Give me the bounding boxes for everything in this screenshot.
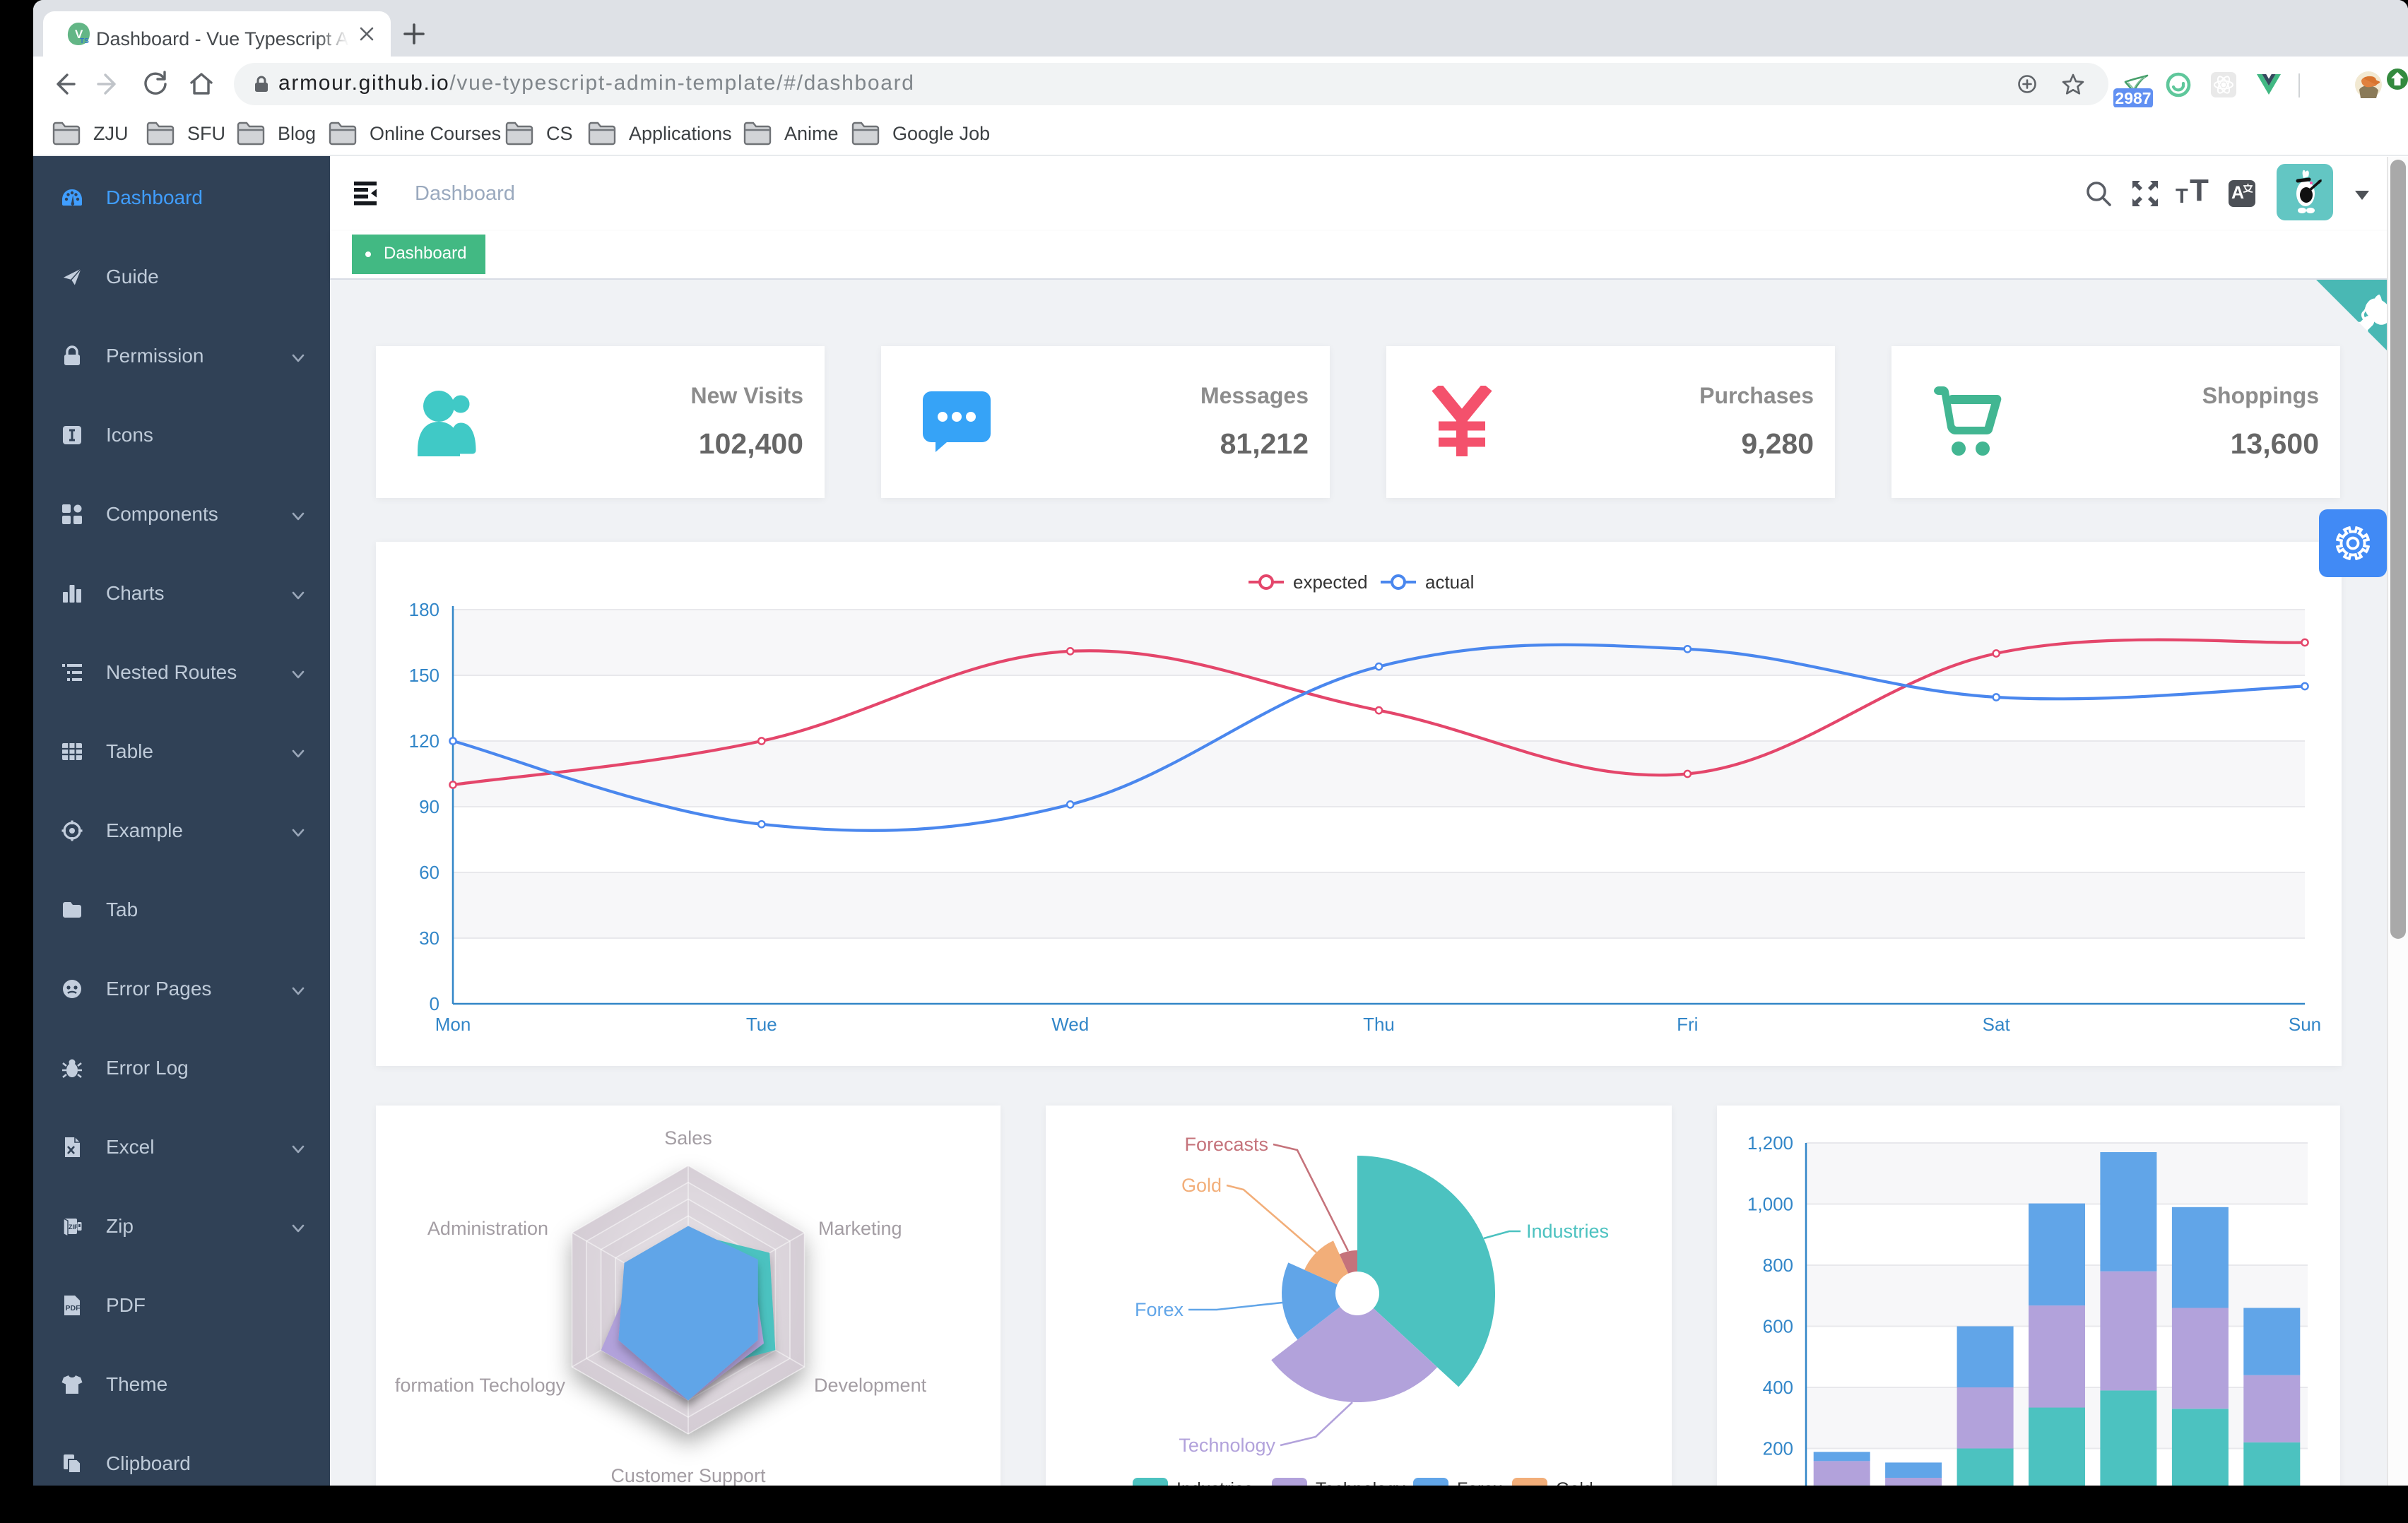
svg-text:60: 60 [419, 862, 439, 883]
svg-text:120: 120 [409, 730, 439, 752]
svg-text:Forex: Forex [1135, 1299, 1184, 1320]
svg-text:Wed: Wed [1051, 1014, 1089, 1035]
svg-text:200: 200 [1763, 1438, 1793, 1459]
svg-text:Sat: Sat [1983, 1014, 2011, 1035]
svg-text:Technology: Technology [1179, 1435, 1275, 1456]
svg-text:Fri: Fri [1677, 1014, 1698, 1035]
svg-text:formation Techology: formation Techology [395, 1375, 566, 1396]
svg-text:Industries: Industries [1526, 1221, 1609, 1242]
svg-text:Tue: Tue [746, 1014, 777, 1035]
svg-text:PDF: PDF [66, 1304, 81, 1312]
svg-text:400: 400 [1763, 1377, 1793, 1398]
svg-text:Gold: Gold [1181, 1175, 1222, 1196]
svg-text:Sun: Sun [2289, 1014, 2321, 1035]
svg-text:TS: TS [80, 37, 89, 45]
svg-text:V: V [75, 28, 83, 41]
svg-text:Thu: Thu [1363, 1014, 1395, 1035]
svg-text:1,200: 1,200 [1747, 1132, 1793, 1154]
svg-text:Forecasts: Forecasts [1184, 1134, 1268, 1155]
svg-text:Mon: Mon [435, 1014, 471, 1035]
svg-text:actual: actual [1425, 571, 1474, 593]
svg-text:0: 0 [430, 993, 439, 1014]
svg-text:Sales: Sales [664, 1127, 712, 1149]
svg-text:expected: expected [1293, 571, 1368, 593]
svg-text:180: 180 [409, 599, 439, 620]
svg-text:Technology: Technology [1316, 1479, 1405, 1486]
svg-text:ZIP: ZIP [69, 1223, 78, 1231]
svg-text:Gold: Gold [1556, 1479, 1593, 1486]
svg-text:1,000: 1,000 [1747, 1194, 1793, 1215]
svg-text:Forex: Forex [1457, 1479, 1502, 1486]
svg-text:Customer Support: Customer Support [610, 1465, 766, 1486]
svg-text:800: 800 [1763, 1255, 1793, 1276]
svg-text:Administration: Administration [427, 1218, 548, 1239]
svg-text:Development: Development [814, 1375, 927, 1396]
svg-text:Marketing: Marketing [818, 1218, 902, 1239]
svg-text:150: 150 [409, 665, 439, 686]
svg-text:600: 600 [1763, 1316, 1793, 1337]
svg-text:30: 30 [419, 928, 439, 949]
svg-text:Industries: Industries [1176, 1479, 1253, 1486]
svg-text:90: 90 [419, 796, 439, 817]
